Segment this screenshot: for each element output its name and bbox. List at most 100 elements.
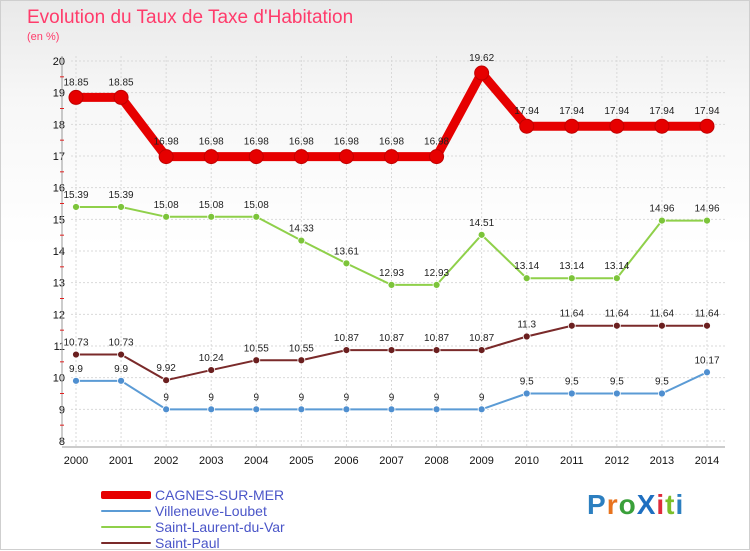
legend-swatch [101,491,151,499]
data-label: 16.98 [334,137,359,148]
legend-label: Saint-Paul [155,535,220,551]
y-tick-label: 17 [53,151,65,163]
data-point [474,65,490,81]
data-point [117,203,125,211]
data-label: 9.92 [156,363,176,374]
legend-label: Villeneuve-Loubet [155,503,267,519]
legend-item: Saint-Laurent-du-Var [101,519,285,535]
data-point [477,346,486,355]
y-tick-label: 15 [53,214,65,226]
data-point [432,280,441,289]
data-label: 15.08 [154,200,179,211]
data-point [338,149,354,165]
data-label: 9 [344,392,350,403]
data-label: 18.85 [63,77,88,88]
data-label: 17.94 [559,106,584,117]
data-point [387,346,396,355]
data-label: 17.94 [694,106,719,117]
x-tick-label: 2008 [424,455,448,467]
data-point [387,280,396,289]
data-point [162,376,171,385]
x-tick-label: 2006 [334,455,358,467]
data-label: 15.39 [109,190,134,201]
x-tick-label: 2005 [289,455,313,467]
data-point [293,149,309,165]
data-point [522,274,531,283]
x-tick-label: 2007 [379,455,403,467]
data-point [117,350,125,359]
x-tick-label: 2011 [560,455,584,467]
data-point [207,366,216,374]
data-label: 9.5 [565,377,579,388]
data-label: 9 [389,392,395,403]
data-point [519,118,535,134]
data-label: 10.55 [289,343,314,354]
legend-swatch [101,542,151,544]
data-label: 14.51 [469,218,494,229]
data-point [162,212,171,221]
legend-label: CAGNES-SUR-MER [155,487,285,503]
data-point [72,203,80,211]
x-tick-label: 2002 [154,455,178,467]
data-point [297,356,306,365]
data-point [612,321,621,330]
legend: CAGNES-SUR-MER Villeneuve-Loubet Saint-Lau… [101,487,285,551]
data-label: 16.98 [199,137,224,148]
data-label: 14.96 [694,204,719,215]
data-label: 15.08 [199,200,224,211]
data-label: 10.73 [63,338,88,349]
data-label: 11.64 [695,309,720,320]
data-point [162,405,171,414]
data-point [654,118,670,134]
data-label: 14.33 [289,224,314,235]
data-point [612,389,621,398]
legend-swatch [101,526,151,528]
y-tick-label: 20 [53,56,65,68]
y-tick-label: 18 [53,119,65,131]
x-tick-label: 2012 [605,455,629,467]
data-point [252,356,261,365]
data-point [342,346,351,355]
legend-swatch [101,510,151,512]
data-label: 10.87 [469,333,494,344]
data-label: 16.98 [154,137,179,148]
data-point [522,389,531,398]
data-label: 19.62 [469,53,494,64]
data-label: 10.24 [199,353,224,364]
data-label: 11.3 [517,320,536,331]
data-label: 18.85 [109,77,134,88]
data-label: 15.39 [63,190,88,201]
data-point [387,405,396,414]
data-point [207,405,216,414]
data-point [703,368,711,377]
y-tick-label: 11 [54,341,65,353]
data-label: 12.93 [424,268,449,279]
x-tick-label: 2009 [469,455,493,467]
x-tick-label: 2001 [109,455,133,467]
data-point [699,118,715,134]
data-label: 11.64 [650,309,675,320]
x-tick-label: 2010 [514,455,538,467]
data-label: 10.87 [424,333,449,344]
data-label: 9 [163,392,169,403]
x-tick-label: 2013 [650,455,674,467]
x-tick-label: 2004 [244,455,268,467]
data-point [432,405,441,414]
y-tick-label: 10 [53,373,65,385]
data-point [117,376,125,385]
data-point [207,212,216,221]
data-label: 12.93 [379,268,404,279]
data-point [477,230,486,239]
data-label: 13.14 [514,261,539,272]
x-tick-label: 2000 [64,455,88,467]
data-label: 17.94 [649,106,674,117]
y-tick-label: 14 [53,246,65,258]
data-label: 10.17 [694,355,719,366]
chart-subtitle: (en %) [27,31,60,43]
data-point [252,212,261,221]
data-point [609,118,625,134]
data-label: 15.08 [244,200,269,211]
data-point [203,149,219,165]
